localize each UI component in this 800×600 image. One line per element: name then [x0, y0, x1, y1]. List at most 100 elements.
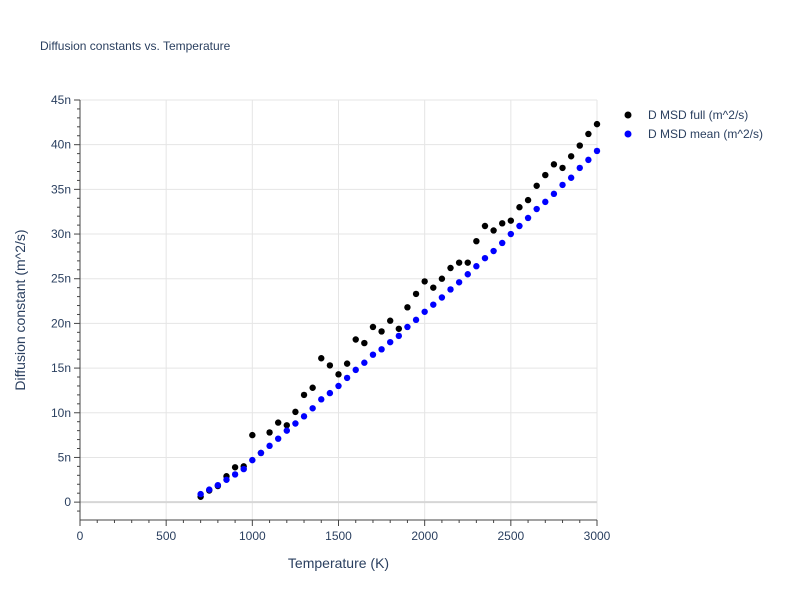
data-point-series-2[interactable]	[361, 359, 368, 366]
data-point-series-2[interactable]	[438, 294, 446, 301]
data-point-series-1[interactable]	[335, 371, 342, 378]
data-point-series-1[interactable]	[361, 339, 368, 347]
data-point-series-2[interactable]	[214, 481, 222, 489]
data-point-series-2[interactable]	[550, 190, 558, 198]
data-point-series-1[interactable]	[447, 264, 454, 272]
data-point-series-1[interactable]	[585, 130, 592, 138]
data-point-series-2[interactable]	[352, 366, 359, 374]
x-tick-label: 2500	[497, 529, 524, 543]
data-point-series-1[interactable]	[430, 284, 437, 291]
data-point-series-2[interactable]	[249, 456, 256, 464]
data-point-series-2[interactable]	[240, 465, 247, 473]
data-point-series-1[interactable]	[559, 164, 566, 172]
data-point-series-2[interactable]	[542, 198, 549, 206]
data-point-series-1[interactable]	[404, 304, 411, 311]
data-point-series-2[interactable]	[335, 382, 342, 390]
legend-item-full[interactable]: D MSD full (m^2/s)	[624, 108, 749, 122]
data-point-series-2[interactable]	[309, 405, 316, 412]
data-point-series-2[interactable]	[231, 471, 239, 478]
legend[interactable]: D MSD full (m^2/s) D MSD mean (m^2/s)	[624, 108, 763, 141]
data-point-series-1[interactable]	[309, 384, 316, 391]
data-point-series-1[interactable]	[369, 323, 377, 331]
data-point-series-2[interactable]	[266, 442, 273, 450]
data-point-series-2[interactable]	[464, 271, 471, 278]
data-point-series-1[interactable]	[524, 196, 532, 204]
data-point-series-2[interactable]	[585, 156, 592, 164]
data-point-series-2[interactable]	[412, 316, 420, 324]
data-point-series-2[interactable]	[430, 301, 437, 308]
data-point-series-2[interactable]	[447, 286, 454, 293]
data-point-series-2[interactable]	[593, 147, 601, 155]
data-point-series-1[interactable]	[438, 275, 446, 282]
data-point-series-2[interactable]	[274, 435, 282, 442]
y-tick-label: 15n	[51, 361, 71, 375]
data-point-series-1[interactable]	[542, 171, 549, 179]
data-point-series-1[interactable]	[249, 431, 256, 439]
data-point-series-1[interactable]	[516, 204, 523, 211]
data-point-series-2[interactable]	[292, 420, 299, 427]
y-tick-label: 5n	[58, 450, 71, 464]
data-point-series-2[interactable]	[318, 396, 325, 403]
data-point-series-1[interactable]	[378, 328, 385, 335]
data-point-series-1[interactable]	[318, 355, 325, 362]
data-point-series-1[interactable]	[395, 325, 403, 332]
data-point-series-1[interactable]	[387, 317, 394, 324]
data-point-series-2[interactable]	[197, 490, 204, 498]
data-point-series-2[interactable]	[257, 449, 265, 457]
data-point-series-1[interactable]	[499, 220, 506, 227]
data-point-series-2[interactable]	[343, 374, 351, 382]
data-point-series-2[interactable]	[559, 181, 566, 189]
data-point-series-2[interactable]	[223, 476, 230, 483]
data-point-series-2[interactable]	[524, 214, 532, 222]
data-point-series-1[interactable]	[326, 362, 334, 369]
data-point-series-2[interactable]	[395, 332, 403, 340]
grid-layer	[80, 99, 598, 520]
legend-label-full: D MSD full (m^2/s)	[648, 108, 748, 122]
data-point-series-2[interactable]	[481, 254, 489, 262]
data-point-series-1[interactable]	[292, 408, 299, 416]
data-point-series-1[interactable]	[283, 422, 290, 429]
data-point-series-2[interactable]	[369, 351, 377, 358]
data-point-series-2[interactable]	[404, 323, 411, 331]
data-point-series-1[interactable]	[507, 217, 515, 224]
data-point-series-2[interactable]	[283, 427, 290, 434]
data-point-series-1[interactable]	[343, 360, 351, 367]
data-point-series-2[interactable]	[490, 247, 497, 255]
legend-item-mean[interactable]: D MSD mean (m^2/s)	[624, 127, 763, 141]
data-point-series-2[interactable]	[567, 174, 575, 181]
data-point-series-1[interactable]	[473, 237, 480, 245]
data-point-series-2[interactable]	[300, 413, 308, 420]
data-point-series-1[interactable]	[412, 290, 420, 298]
data-point-series-2[interactable]	[378, 346, 385, 353]
data-point-series-1[interactable]	[274, 419, 282, 426]
data-point-series-1[interactable]	[352, 336, 359, 343]
y-axis-title: Diffusion constant (m^2/s)	[12, 229, 28, 390]
data-point-series-1[interactable]	[464, 259, 471, 266]
data-point-series-1[interactable]	[231, 464, 239, 471]
data-point-series-2[interactable]	[387, 338, 394, 346]
data-point-series-2[interactable]	[421, 308, 428, 315]
data-point-series-2[interactable]	[533, 205, 540, 213]
data-point-series-2[interactable]	[473, 263, 480, 270]
data-point-series-1[interactable]	[455, 259, 463, 266]
data-point-series-1[interactable]	[533, 182, 540, 189]
data-point-series-1[interactable]	[421, 278, 428, 285]
data-point-series-2[interactable]	[499, 239, 506, 247]
data-point-series-1[interactable]	[593, 120, 601, 128]
data-point-series-1[interactable]	[266, 429, 273, 436]
axes-layer	[74, 99, 598, 526]
legend-marker-full	[624, 111, 632, 119]
data-point-series-2[interactable]	[326, 389, 334, 397]
data-point-series-1[interactable]	[300, 391, 308, 399]
data-point-series-2[interactable]	[507, 230, 515, 238]
data-point-series-1[interactable]	[567, 153, 575, 160]
data-point-series-1[interactable]	[490, 227, 497, 234]
data-point-series-2[interactable]	[455, 279, 463, 286]
data-point-series-1[interactable]	[550, 161, 558, 168]
data-point-series-2[interactable]	[516, 222, 523, 230]
data-point-series-2[interactable]	[206, 486, 213, 493]
data-point-series-2[interactable]	[576, 164, 583, 172]
data-point-series-1[interactable]	[576, 142, 583, 149]
y-tick-label: 30n	[51, 227, 71, 241]
data-point-series-1[interactable]	[481, 222, 489, 230]
